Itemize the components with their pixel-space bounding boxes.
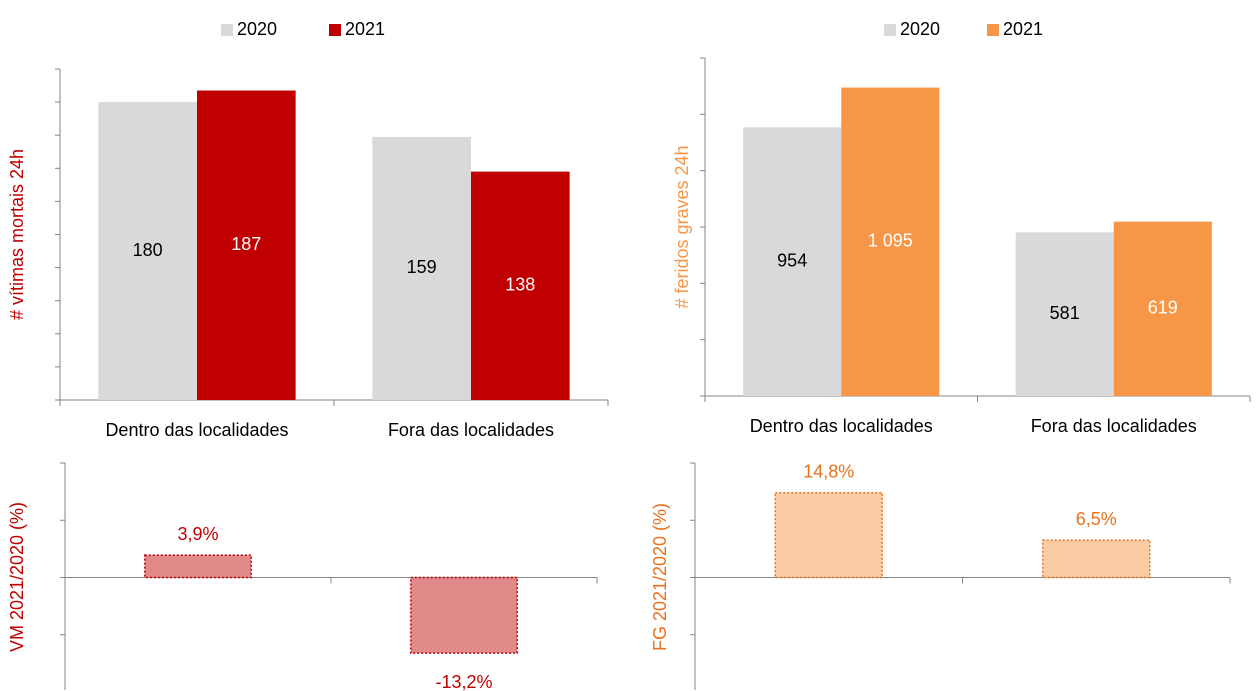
value-label: 3,9% xyxy=(177,524,218,544)
bar xyxy=(1015,232,1114,396)
value-label: 619 xyxy=(1148,298,1178,318)
bar xyxy=(372,136,471,401)
bar xyxy=(1113,221,1212,396)
bar xyxy=(841,87,940,396)
legend-swatch xyxy=(987,24,999,36)
legend-swatch xyxy=(329,24,341,36)
legend-label: 2020 xyxy=(237,19,277,39)
value-label: 6,5% xyxy=(1076,509,1117,529)
bar xyxy=(144,554,252,579)
legend-swatch xyxy=(884,24,896,36)
legend-label: 2021 xyxy=(1003,19,1043,39)
legend-swatch xyxy=(221,24,233,36)
bar xyxy=(1042,539,1151,579)
x-tick-label: Fora das localidades xyxy=(1031,416,1197,436)
legend-label: 2020 xyxy=(900,19,940,39)
bar xyxy=(774,492,883,579)
bar xyxy=(98,102,197,400)
value-label: 14,8% xyxy=(803,462,854,482)
y-axis-title: # feridos graves 24h xyxy=(672,145,692,308)
bar xyxy=(471,171,570,400)
y-axis-title: # vítimas mortais 24h xyxy=(7,149,27,320)
value-label: 581 xyxy=(1050,303,1080,323)
bar xyxy=(410,576,518,654)
legend-label: 2021 xyxy=(345,19,385,39)
x-tick-label: Dentro das localidades xyxy=(750,416,933,436)
bar xyxy=(197,90,296,400)
value-label: -13,2% xyxy=(435,672,492,691)
value-label: 954 xyxy=(777,250,807,270)
x-tick-label: Fora das localidades xyxy=(388,420,554,440)
x-tick-label: Dentro das localidades xyxy=(105,420,288,440)
value-label: 187 xyxy=(231,234,261,254)
value-label: 1 095 xyxy=(868,231,913,251)
value-label: 159 xyxy=(407,257,437,277)
value-label: 180 xyxy=(133,240,163,260)
bar xyxy=(743,127,842,396)
y-axis-title: FG 2021/2020 (%) xyxy=(650,503,670,651)
value-label: 138 xyxy=(505,275,535,295)
y-axis-title: VM 2021/2020 (%) xyxy=(7,502,27,652)
